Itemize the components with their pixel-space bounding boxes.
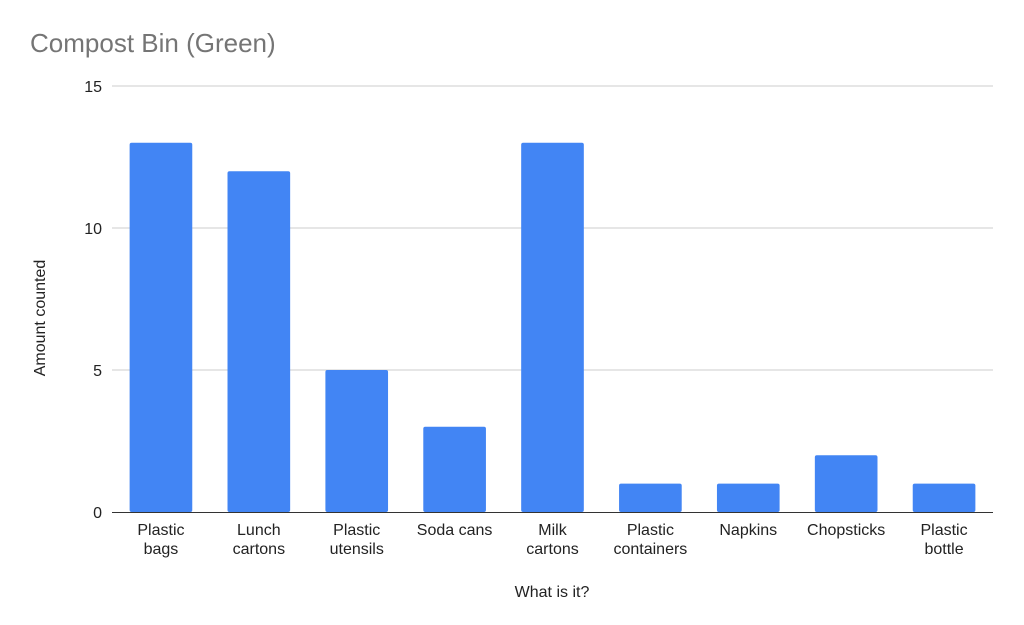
y-tick-label: 5	[93, 363, 102, 380]
x-tick-label-line: Plastic	[137, 522, 184, 539]
y-axis-ticks: 0 5 10 15	[84, 79, 102, 522]
bar	[423, 426, 486, 512]
x-tick-label: Lunch cartons	[233, 522, 285, 558]
bar	[716, 483, 780, 512]
bars	[129, 142, 976, 513]
y-tick-label: 0	[93, 505, 102, 522]
x-axis-ticks: Plastic bags Lunch cartons Plastic utensils So…	[137, 522, 967, 558]
x-tick-label-line: bottle	[924, 541, 963, 558]
x-tick-label: Soda cans	[417, 522, 493, 539]
bar	[619, 483, 682, 512]
x-tick-label-line: Chopsticks	[807, 522, 885, 539]
bar	[814, 455, 878, 512]
x-tick-label-line: cartons	[233, 541, 285, 558]
x-tick-label-line: Soda cans	[417, 522, 493, 539]
x-tick-label-line: Lunch	[237, 522, 281, 539]
x-tick-label-line: Milk	[538, 522, 567, 539]
x-tick-label: Chopsticks	[807, 522, 885, 539]
x-tick-label: Plastic bags	[137, 522, 184, 558]
bar	[129, 142, 193, 513]
x-tick-label-line: Napkins	[719, 522, 777, 539]
chart-title: Compost Bin (Green)	[30, 28, 276, 58]
x-tick-label: Napkins	[719, 522, 777, 539]
bar	[227, 171, 291, 512]
x-axis-title: What is it?	[515, 584, 590, 601]
y-tick-label: 15	[84, 79, 102, 96]
bar	[521, 142, 584, 513]
x-tick-label-line: Plastic	[627, 522, 674, 539]
x-tick-label-line: utensils	[330, 541, 384, 558]
x-tick-label-line: bags	[144, 541, 179, 558]
bar	[325, 370, 389, 512]
x-tick-label-line: cartons	[526, 541, 578, 558]
x-tick-label-line: Plastic	[920, 522, 967, 539]
x-tick-label-line: containers	[613, 541, 687, 558]
x-tick-label: Milk cartons	[526, 522, 578, 558]
x-tick-label: Plastic containers	[613, 522, 687, 558]
y-axis-title: Amount counted	[32, 260, 49, 377]
x-tick-label-line: Plastic	[333, 522, 380, 539]
x-tick-label: Plastic utensils	[330, 522, 384, 558]
y-tick-label: 10	[84, 221, 102, 238]
bar	[912, 483, 976, 512]
x-tick-label: Plastic bottle	[920, 522, 967, 558]
